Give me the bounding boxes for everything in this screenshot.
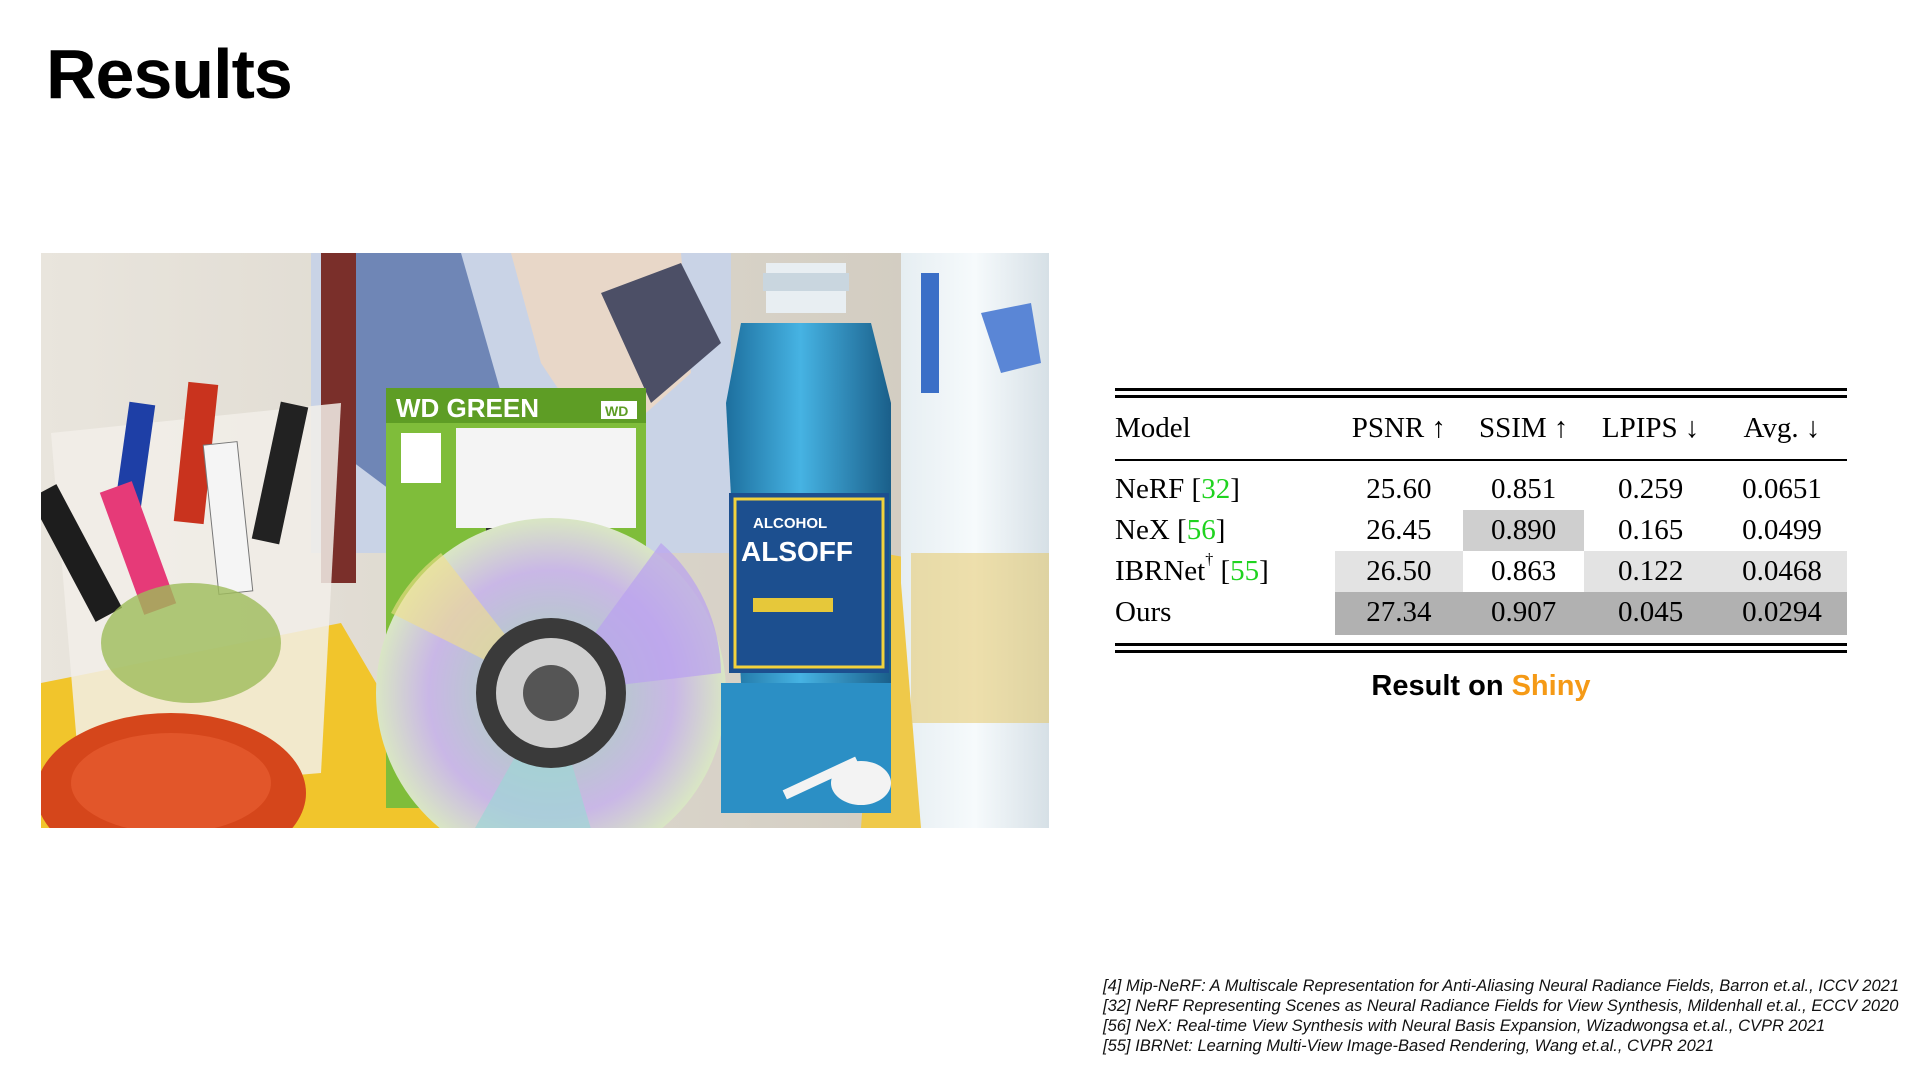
wd-logo-label: WD: [605, 403, 628, 419]
reference-item: [55] IBRNet: Learning Multi-View Image-B…: [1103, 1037, 1715, 1055]
avg-cell: 0.0468: [1716, 551, 1847, 592]
header-lpips: LPIPS ↓: [1601, 412, 1700, 444]
citation-link[interactable]: 32: [1201, 473, 1231, 505]
psnr-cell: 27.34: [1334, 592, 1463, 635]
reference-item: [32] NeRF Representing Scenes as Neural …: [1103, 997, 1899, 1015]
avg-cell: 0.0499: [1742, 514, 1822, 546]
header-avg: Avg. ↓: [1743, 412, 1821, 444]
reference-item: [56] NeX: Real-time View Synthesis with …: [1103, 1017, 1826, 1035]
table-row-nerf: NeRF [32] 25.60 0.851 0.259 0.0651: [1115, 460, 1847, 510]
table-row-nex: NeX [56] 26.45 0.890 0.165 0.0499: [1115, 510, 1847, 551]
table-row-ours: Ours 27.34 0.907 0.045 0.0294: [1115, 592, 1847, 635]
ssim-cell: 0.863: [1491, 555, 1557, 587]
psnr-cell: 26.45: [1366, 514, 1432, 546]
lpips-cell: 0.165: [1618, 514, 1684, 546]
ssim-cell: 0.890: [1462, 510, 1585, 551]
reference-item: [4] Mip-NeRF: A Multiscale Representatio…: [1103, 977, 1900, 995]
citation-link[interactable]: 56: [1186, 514, 1216, 546]
model-cell: NeRF [32]: [1115, 473, 1240, 505]
caption-highlight: Shiny: [1511, 670, 1591, 702]
ssim-cell: 0.851: [1491, 473, 1557, 505]
table-caption: Result on Shiny: [1115, 670, 1847, 703]
model-cell: NeX [56]: [1115, 514, 1226, 546]
table-top-rule: [1115, 388, 1847, 398]
model-cell: IBRNet† [55]: [1115, 551, 1269, 587]
table-header-row: Model PSNR ↑ SSIM ↑ LPIPS ↓ Avg. ↓: [1115, 398, 1847, 460]
shiny-scene-illustration: WD GREEN WD ALCOHOL ALSOFF: [41, 253, 1049, 828]
table-bottom-rule: [1115, 643, 1847, 653]
model-name: NeRF: [1115, 473, 1185, 505]
lpips-cell: 0.045: [1584, 592, 1717, 635]
caption-prefix: Result on: [1371, 670, 1512, 702]
avg-cell: 0.0294: [1716, 592, 1847, 635]
citation-link[interactable]: 55: [1230, 555, 1260, 587]
bottle-brand-label: ALSOFF: [741, 536, 853, 567]
dagger-mark: †: [1205, 551, 1214, 568]
model-name: IBRNet: [1115, 555, 1206, 587]
psnr-cell: 25.60: [1366, 473, 1432, 505]
slide-title: Results: [46, 35, 293, 113]
psnr-cell: 26.50: [1334, 551, 1463, 592]
ssim-cell: 0.907: [1462, 592, 1585, 635]
table-row-ibrnet: IBRNet† [55] 26.50 0.863 0.122 0.0468: [1115, 551, 1847, 592]
bottle-alcohol-label: ALCOHOL: [753, 515, 827, 532]
avg-cell: 0.0651: [1742, 473, 1822, 505]
results-table: Model PSNR ↑ SSIM ↑ LPIPS ↓ Avg. ↓ NeRF …: [1115, 398, 1847, 635]
lpips-cell: 0.259: [1618, 473, 1684, 505]
results-table-container: Model PSNR ↑ SSIM ↑ LPIPS ↓ Avg. ↓ NeRF …: [1115, 388, 1847, 653]
references: [4] Mip-NeRF: A Multiscale Representatio…: [1103, 976, 1913, 1056]
model-cell: Ours: [1115, 596, 1172, 628]
model-name: NeX: [1115, 514, 1170, 546]
lpips-cell: 0.122: [1584, 551, 1717, 592]
header-model: Model: [1115, 412, 1191, 444]
header-ssim: SSIM ↑: [1478, 412, 1569, 444]
wd-green-label: WD GREEN: [396, 393, 539, 423]
header-psnr: PSNR ↑: [1351, 412, 1446, 444]
shiny-scene-photo: WD GREEN WD ALCOHOL ALSOFF: [41, 253, 1049, 828]
